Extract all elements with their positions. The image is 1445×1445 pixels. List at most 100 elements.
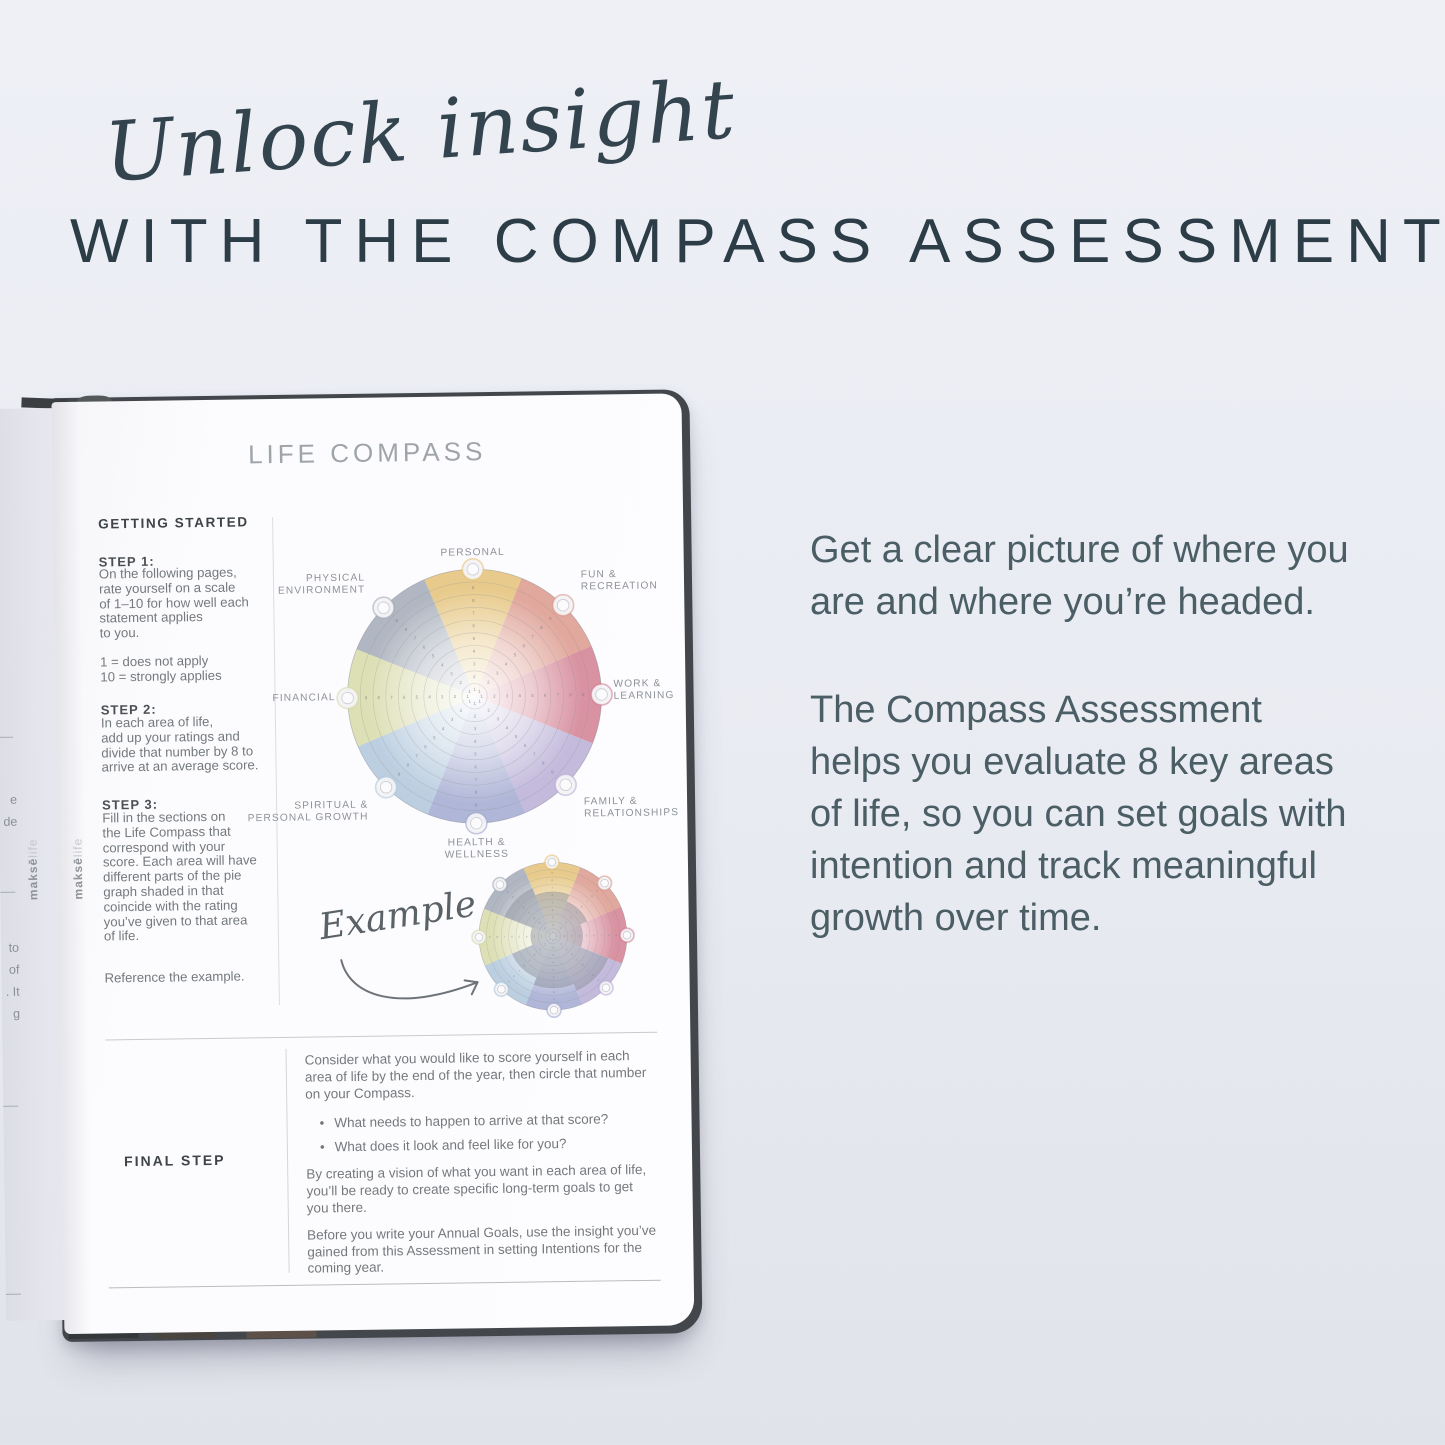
svg-text:5: 5 (473, 636, 476, 641)
svg-text:5: 5 (433, 735, 436, 740)
svg-text:9: 9 (365, 695, 368, 700)
svg-text:7: 7 (552, 886, 554, 890)
svg-text:6: 6 (424, 744, 427, 749)
svg-text:2: 2 (459, 680, 462, 685)
svg-text:3: 3 (565, 921, 567, 925)
marketing-para2: The Compass Assessment helps you evaluat… (810, 689, 1347, 939)
svg-text:6: 6 (581, 905, 583, 909)
svg-text:7: 7 (553, 983, 555, 987)
life-compass-chart: 1234567891012345678910123456789101234567… (182, 502, 767, 890)
svg-text:7: 7 (504, 935, 506, 939)
left-page-text-fragment: to of . It g (5, 940, 21, 1021)
svg-text:8: 8 (407, 762, 410, 767)
svg-text:6: 6 (552, 893, 554, 897)
marketing-para1: Get a clear picture of where you are and… (810, 529, 1349, 623)
svg-text:1: 1 (473, 701, 476, 706)
svg-text:8: 8 (496, 935, 498, 939)
svg-text:8: 8 (569, 692, 572, 697)
reference-note: Reference the example. (104, 968, 245, 986)
svg-text:8: 8 (472, 598, 475, 603)
svg-text:2: 2 (560, 942, 562, 946)
final-step-label: FINAL STEP (123, 1151, 226, 1170)
final-step-para2: By creating a vision of what you want in… (306, 1162, 647, 1216)
svg-text:1: 1 (478, 689, 481, 694)
svg-text:1: 1 (466, 694, 469, 699)
svg-text:4: 4 (441, 662, 444, 667)
svg-text:1: 1 (556, 934, 558, 938)
left-page-rule (3, 1105, 19, 1107)
svg-text:4: 4 (428, 694, 431, 699)
section-divider-top (105, 1031, 658, 1041)
svg-text:PERSONAL: PERSONAL (440, 547, 504, 559)
svg-text:7: 7 (533, 752, 536, 757)
svg-text:2: 2 (560, 926, 562, 930)
svg-text:9: 9 (507, 890, 509, 894)
svg-text:9: 9 (582, 692, 585, 697)
svg-text:6: 6 (593, 934, 595, 938)
svg-text:4: 4 (571, 952, 573, 956)
svg-text:1: 1 (480, 694, 483, 699)
svg-text:2: 2 (552, 923, 554, 927)
svg-text:3: 3 (539, 948, 541, 952)
svg-text:2: 2 (541, 934, 543, 938)
life-compass-page: LIFE COMPASS GETTING STARTED STEP 1: On … (51, 393, 695, 1335)
svg-text:3: 3 (552, 953, 554, 957)
svg-text:3: 3 (441, 694, 444, 699)
svg-text:1: 1 (468, 689, 471, 694)
svg-text:1: 1 (552, 938, 554, 942)
svg-text:7: 7 (415, 753, 418, 758)
svg-text:3: 3 (474, 726, 477, 731)
svg-text:5: 5 (553, 968, 555, 972)
svg-text:4: 4 (578, 934, 580, 938)
svg-text:1: 1 (555, 931, 557, 935)
svg-text:6: 6 (544, 693, 547, 698)
svg-text:8: 8 (542, 761, 545, 766)
svg-text:2: 2 (493, 693, 496, 698)
headline-script: Unlock insight (101, 62, 740, 201)
final-step-bullets: What needs to happen to arrive at that s… (305, 1110, 672, 1156)
svg-text:2: 2 (487, 707, 490, 712)
svg-text:3: 3 (552, 915, 554, 919)
svg-text:HEALTH &WELLNESS: HEALTH &WELLNESS (444, 837, 509, 861)
svg-text:9: 9 (472, 585, 475, 590)
final-step-bullet: What does it look and feel like for you? (320, 1134, 672, 1156)
svg-text:8: 8 (405, 627, 408, 632)
svg-text:6: 6 (472, 623, 475, 628)
final-step-text: Consider what you would like to score yo… (305, 1048, 674, 1278)
svg-text:1: 1 (552, 930, 554, 934)
svg-text:5: 5 (474, 752, 477, 757)
curved-arrow-icon (340, 959, 479, 1000)
final-step-divider (285, 1048, 290, 1273)
svg-text:6: 6 (403, 695, 406, 700)
final-step-para3: Before you write your Annual Goals, use … (307, 1222, 657, 1277)
page-bottom-rule (108, 1279, 661, 1289)
headline-caps: WITH THE COMPASS ASSESSMENT (70, 207, 1445, 276)
svg-text:5: 5 (576, 910, 578, 914)
svg-text:2: 2 (544, 926, 546, 930)
svg-text:6: 6 (511, 935, 513, 939)
svg-text:9: 9 (549, 616, 552, 621)
svg-text:5: 5 (519, 935, 521, 939)
svg-text:2: 2 (474, 713, 477, 718)
svg-text:9: 9 (596, 889, 598, 893)
final-step-para1: Consider what you would like to score yo… (304, 1048, 647, 1102)
svg-text:9: 9 (551, 871, 553, 875)
svg-text:3: 3 (451, 717, 454, 722)
svg-text:2: 2 (473, 674, 476, 679)
svg-text:4: 4 (553, 960, 555, 964)
final-step-bullet: What needs to happen to arrive at that s… (319, 1110, 671, 1132)
svg-text:9: 9 (553, 997, 555, 1001)
svg-text:8: 8 (608, 933, 610, 937)
svg-text:1: 1 (549, 937, 551, 941)
svg-text:PHYSICALENVIRONMENT: PHYSICALENVIRONMENT (278, 572, 366, 596)
svg-text:SPIRITUAL &PERSONAL GROWTH: SPIRITUAL &PERSONAL GROWTH (247, 800, 368, 825)
svg-text:2: 2 (544, 942, 546, 946)
svg-text:3: 3 (496, 671, 499, 676)
svg-text:9: 9 (396, 618, 399, 623)
left-page-rule (0, 891, 16, 893)
svg-text:2: 2 (552, 946, 554, 950)
svg-text:2: 2 (487, 680, 490, 685)
svg-text:5: 5 (432, 653, 435, 658)
svg-text:3: 3 (566, 947, 568, 951)
